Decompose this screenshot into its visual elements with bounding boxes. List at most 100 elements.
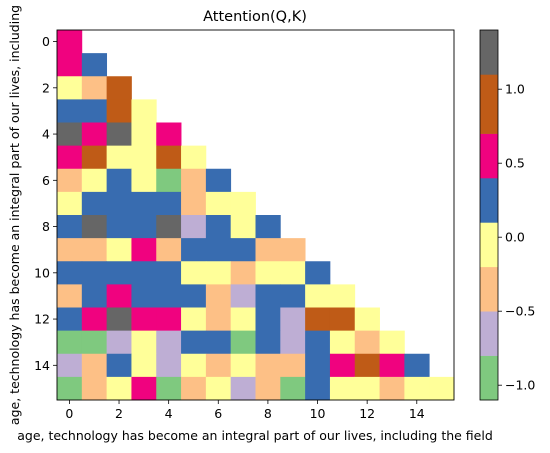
heatmap-cell: [81, 376, 108, 401]
heatmap-cell: [131, 284, 157, 308]
heatmap-cell: [305, 307, 331, 332]
heatmap-cell: [57, 330, 83, 355]
heatmap-cell: [181, 215, 207, 239]
heatmap-cell: [230, 261, 256, 285]
x-tick-label: 12: [359, 406, 375, 421]
heatmap-cell: [156, 261, 182, 285]
x-tick-label: 0: [65, 406, 73, 421]
x-axis-label: age, technology has become an integral p…: [17, 428, 493, 443]
heatmap-cell: [57, 261, 83, 285]
heatmap-cell: [131, 353, 157, 378]
heatmap-cell: [106, 215, 132, 239]
heatmap-cell: [106, 76, 132, 100]
x-tick-label: 10: [310, 406, 326, 421]
y-tick-label: 0: [42, 34, 50, 49]
heatmap-cell: [57, 307, 83, 332]
heatmap-cell: [57, 122, 83, 147]
heatmap-cell: [354, 376, 380, 401]
heatmap-cell: [255, 353, 281, 378]
heatmap-cell: [106, 376, 132, 401]
colorbar-tick-label: −0.5: [505, 304, 535, 319]
heatmap-cell: [106, 145, 132, 170]
heatmap-cell: [230, 215, 256, 239]
heatmap-cell: [404, 353, 430, 378]
heatmap-cell: [205, 238, 232, 262]
heatmap-cell: [131, 122, 157, 147]
colorbar-tick-label: 1.0: [505, 82, 525, 97]
heatmap-cell: [156, 307, 182, 332]
heatmap-cell: [81, 191, 108, 216]
heatmap-cell: [57, 168, 83, 193]
x-tick-label: 14: [409, 406, 425, 421]
colorbar-tick-label: −1.0: [505, 378, 535, 393]
heatmap-cell: [181, 168, 207, 193]
chart-title: Attention(Q,K): [203, 9, 307, 25]
heatmap-cell: [57, 238, 83, 262]
y-tick-label: 6: [42, 173, 50, 188]
heatmap-cell: [305, 261, 331, 285]
heatmap-cell: [255, 330, 281, 355]
colorbar-segment: [480, 178, 498, 223]
colorbar-tick-label: 0.0: [505, 230, 525, 245]
heatmap-cell: [354, 307, 380, 332]
heatmap-cell: [131, 261, 157, 285]
heatmap-cell: [57, 353, 83, 378]
heatmap-cell: [131, 330, 157, 355]
heatmap-cell: [230, 284, 256, 308]
heatmap-cell: [156, 215, 182, 239]
heatmap-cell: [106, 238, 132, 262]
heatmap-cell: [131, 99, 157, 123]
heatmap-cell: [379, 330, 405, 355]
heatmap-cell: [181, 330, 207, 355]
heatmap-cells: [57, 30, 455, 401]
colorbar-segment: [480, 355, 498, 401]
heatmap-cell: [429, 376, 455, 401]
heatmap-cell: [280, 307, 306, 332]
heatmap-cell: [230, 238, 256, 262]
heatmap-cell: [305, 330, 331, 355]
y-tick-label: 10: [34, 265, 50, 280]
heatmap-cell: [106, 191, 132, 216]
heatmap-cell: [181, 145, 207, 170]
heatmap-cell: [156, 376, 182, 401]
heatmap-cell: [305, 284, 331, 308]
heatmap-cell: [156, 191, 182, 216]
heatmap-cell: [81, 99, 108, 123]
heatmap-cell: [131, 168, 157, 193]
heatmap-cell: [404, 376, 430, 401]
heatmap-cell: [81, 145, 108, 170]
heatmap-cell: [156, 353, 182, 378]
heatmap-cell: [57, 53, 83, 77]
y-tick-label: 14: [34, 358, 50, 373]
heatmap-cell: [230, 376, 256, 401]
heatmap-cell: [81, 238, 108, 262]
heatmap-cell: [181, 284, 207, 308]
heatmap-cell: [205, 330, 232, 355]
heatmap-cell: [57, 145, 83, 170]
heatmap-cell: [181, 307, 207, 332]
heatmap-cell: [230, 307, 256, 332]
heatmap-cell: [156, 238, 182, 262]
heatmap-cell: [205, 261, 232, 285]
y-tick-label: 8: [42, 219, 50, 234]
x-tick-label: 8: [264, 406, 272, 421]
colorbar: −1.0 −0.5 0.0 0.5 1.0: [479, 29, 535, 401]
heatmap-cell: [81, 168, 108, 193]
heatmap-cell: [81, 330, 108, 355]
heatmap-cell: [156, 122, 182, 147]
heatmap-cell: [255, 307, 281, 332]
x-tick-label: 2: [115, 406, 123, 421]
heatmap-cell: [379, 353, 405, 378]
x-axis-ticks: 0 2 4 6 8 10 12 14: [65, 400, 425, 421]
heatmap-cell: [106, 353, 132, 378]
x-tick-label: 6: [214, 406, 222, 421]
colorbar-segment: [480, 222, 498, 268]
heatmap-cell: [255, 284, 281, 308]
heatmap-cell: [57, 215, 83, 239]
colorbar-segment: [480, 311, 498, 356]
colorbar-segment: [480, 74, 498, 134]
heatmap-cell: [181, 191, 207, 216]
colorbar-segment: [480, 30, 498, 75]
heatmap-cell: [81, 307, 108, 332]
heatmap-cell: [205, 191, 232, 216]
